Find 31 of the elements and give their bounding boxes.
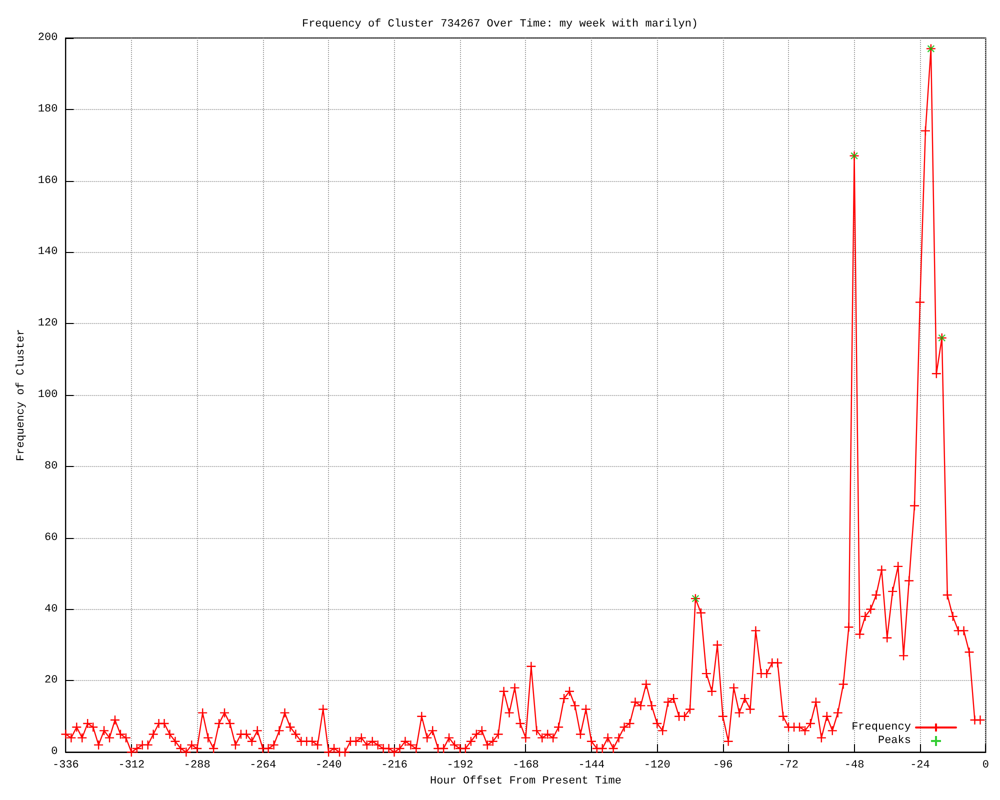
legend-label: Peaks xyxy=(878,735,911,747)
x-tick-label: -96 xyxy=(712,760,733,772)
y-tick-label: 0 xyxy=(51,746,58,758)
x-tick-label: -24 xyxy=(910,760,930,772)
y-axis-title: Frequency of Cluster xyxy=(16,329,28,462)
x-tick-label: -120 xyxy=(644,760,670,772)
x-tick-label: -336 xyxy=(52,760,79,772)
y-tick-label: 160 xyxy=(38,174,58,187)
x-tick-label: -312 xyxy=(118,760,145,772)
x-tick-label: -144 xyxy=(578,760,606,772)
x-tick-label: -288 xyxy=(184,760,210,772)
x-tick-label: -216 xyxy=(381,760,408,772)
y-tick-label: 140 xyxy=(38,246,58,258)
y-tick-label: 40 xyxy=(44,603,58,616)
chart-title: Frequency of Cluster 734267 Over Time: my week with marilyn) xyxy=(302,18,698,30)
x-axis-title: Hour Offset From Present Time xyxy=(430,776,622,788)
x-tick-label: -240 xyxy=(315,760,342,772)
y-tick-label: 20 xyxy=(44,674,58,687)
y-tick-label: 200 xyxy=(38,32,58,44)
x-tick-label: -168 xyxy=(512,760,539,772)
x-tick-label: 0 xyxy=(982,760,990,772)
y-tick-label: 120 xyxy=(38,318,58,330)
y-tick-label: 60 xyxy=(44,532,58,544)
legend-label: Frequency xyxy=(852,722,912,734)
y-tick-label: 180 xyxy=(38,103,58,116)
x-tick-label: -72 xyxy=(778,760,798,772)
y-tick-label: 80 xyxy=(44,460,58,472)
x-tick-label: -48 xyxy=(844,760,864,772)
y-tick-label: 100 xyxy=(38,389,58,402)
x-tick-label: -192 xyxy=(446,760,474,772)
x-tick-label: -264 xyxy=(250,760,276,772)
